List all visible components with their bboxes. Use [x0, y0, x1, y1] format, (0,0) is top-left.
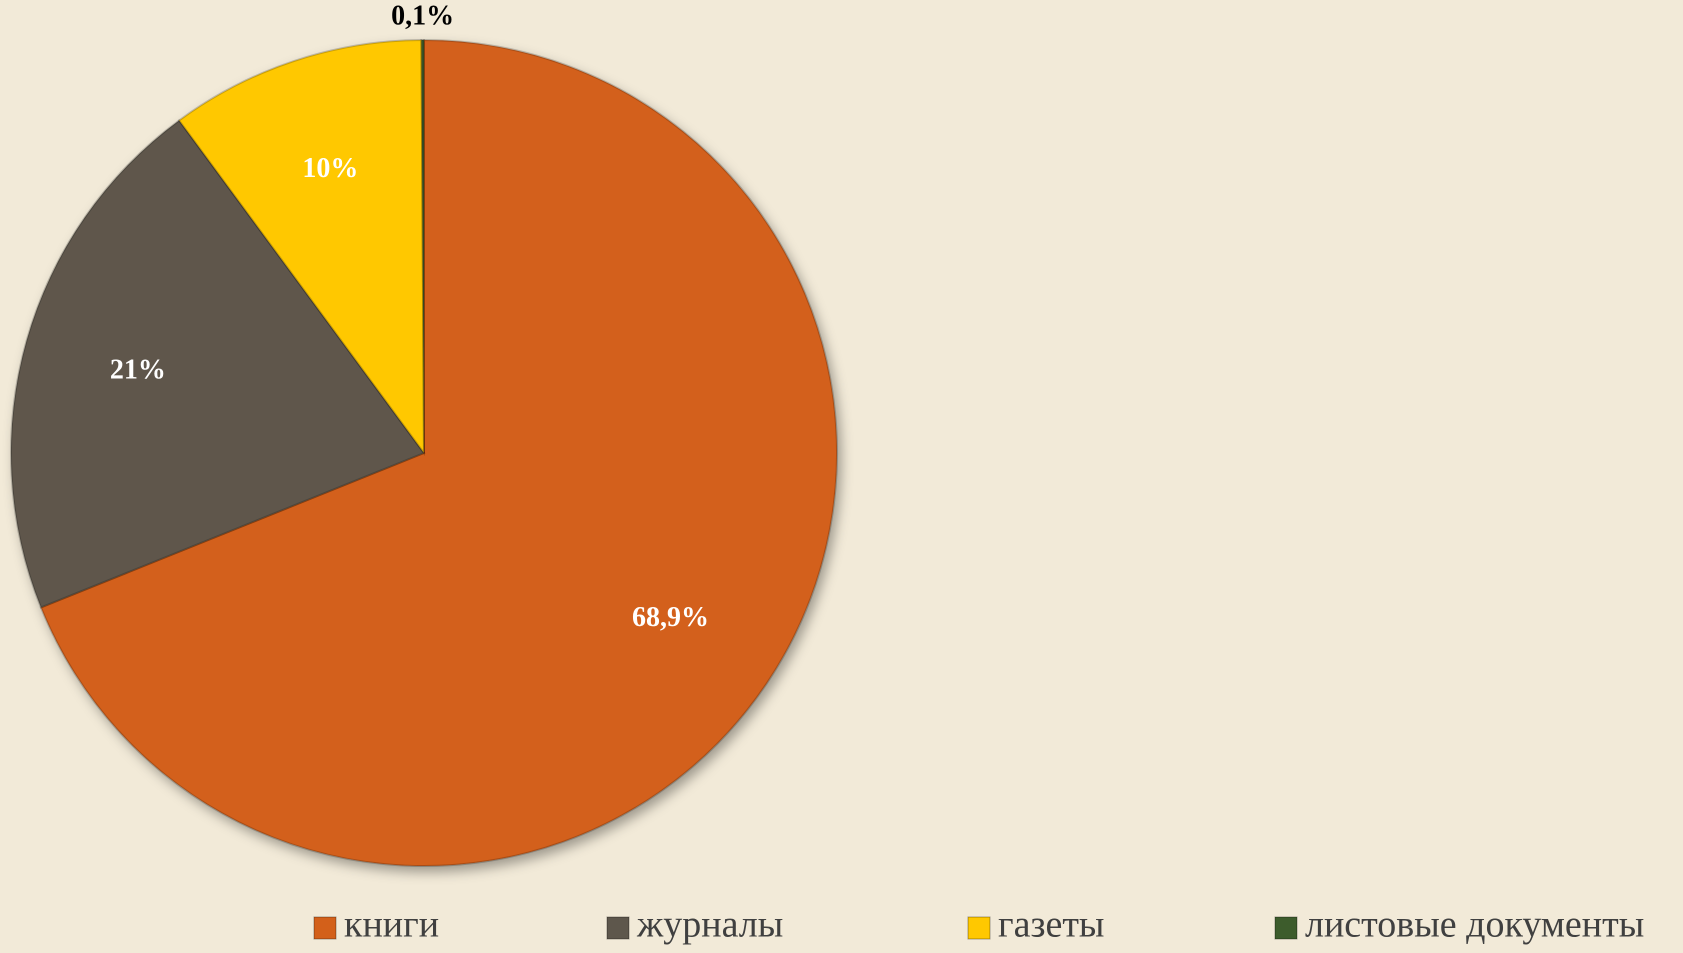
- pie-slice: [39, 38, 838, 867]
- legend-label: газеты: [998, 904, 1104, 946]
- legend-label: листовые документы: [1305, 904, 1644, 946]
- pie-slice: [420, 38, 425, 454]
- pie: [10, 38, 838, 867]
- data-label: 21%: [110, 354, 166, 385]
- legend-swatch: [1274, 916, 1298, 940]
- pie-slice: [10, 119, 426, 609]
- data-label: 10%: [302, 153, 358, 184]
- legend-swatch: [967, 916, 991, 940]
- legend-label: книги: [344, 904, 439, 946]
- legend-swatch: [606, 916, 630, 940]
- legend-swatch: [313, 916, 337, 940]
- data-label: 68,9%: [632, 602, 709, 633]
- legend-label: журналы: [636, 904, 783, 946]
- data-label: 0,1%: [391, 0, 454, 31]
- pie-slice: [177, 39, 426, 457]
